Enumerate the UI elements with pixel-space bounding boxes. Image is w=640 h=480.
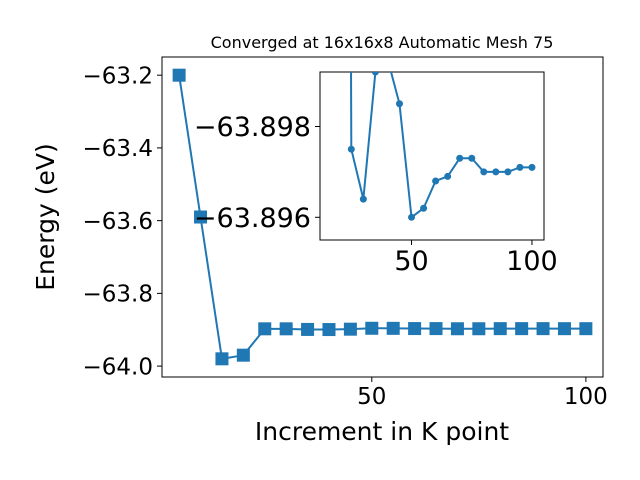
main-data-point bbox=[386, 321, 400, 335]
inset-plot-area bbox=[319, 71, 545, 241]
inset-y-tick-label: −63.898 bbox=[194, 112, 311, 143]
inset-data-point bbox=[528, 163, 536, 171]
main-data-point bbox=[279, 322, 293, 336]
main-data-point bbox=[215, 352, 229, 366]
main-y-tick-label: −64.0 bbox=[83, 354, 153, 380]
inset-data-point bbox=[384, 55, 391, 62]
main-data-point bbox=[450, 322, 464, 336]
main-x-tick-label: 50 bbox=[357, 384, 386, 410]
x-axis-label: Increment in K point bbox=[255, 417, 509, 446]
main-data-point bbox=[408, 322, 422, 336]
inset-data-point bbox=[420, 204, 428, 212]
inset-x-tick-label: 100 bbox=[506, 246, 558, 277]
main-data-point bbox=[194, 210, 208, 224]
main-y-tick-label: −63.6 bbox=[83, 209, 153, 235]
main-data-point bbox=[236, 348, 250, 362]
inset-y-tick-label: −63.896 bbox=[194, 203, 311, 234]
main-data-point bbox=[429, 322, 443, 336]
main-data-point bbox=[322, 323, 336, 337]
main-plot-area bbox=[161, 56, 604, 378]
main-data-point bbox=[579, 322, 593, 336]
inset-data-point bbox=[359, 195, 367, 203]
main-data-point bbox=[365, 321, 379, 335]
inset-series bbox=[347, 55, 536, 221]
y-axis-label: Energy (eV) bbox=[31, 143, 60, 290]
main-y-tick-label: −63.4 bbox=[83, 136, 153, 162]
inset-data-point bbox=[444, 172, 452, 180]
inset-data-point bbox=[347, 145, 355, 153]
chart-title: Converged at 16x16x8 Automatic Mesh 75 bbox=[211, 33, 554, 52]
main-data-point bbox=[515, 322, 529, 336]
main-x-tick-label: 100 bbox=[564, 384, 608, 410]
inset-data-point bbox=[432, 177, 440, 185]
main-y-tick-label: −63.8 bbox=[83, 282, 153, 308]
inset-data-point bbox=[468, 154, 476, 162]
main-data-point bbox=[258, 322, 272, 336]
main-data-point bbox=[172, 68, 186, 82]
inset-data-point bbox=[408, 213, 416, 221]
main-data-point bbox=[343, 322, 357, 336]
main-y-tick-label: −63.2 bbox=[83, 63, 153, 89]
main-series bbox=[172, 68, 593, 366]
main-axis-ticks: 50 100 −64.0 −63.8 −63.6 −63.4 −63.2 bbox=[83, 63, 608, 410]
inset-data-point bbox=[516, 163, 524, 171]
inset-data-point bbox=[395, 100, 403, 108]
inset-data-point bbox=[371, 72, 379, 76]
inset-data-point bbox=[480, 168, 488, 176]
inset-data-point bbox=[504, 168, 512, 176]
main-data-point bbox=[301, 322, 315, 336]
main-data-point bbox=[557, 322, 571, 336]
inset-axis-ticks: 50 100 −63.898 −63.896 bbox=[194, 112, 558, 277]
inset-data-point bbox=[456, 154, 464, 162]
inset-x-tick-label: 50 bbox=[394, 246, 428, 277]
main-data-point bbox=[472, 322, 486, 336]
main-data-point bbox=[493, 322, 507, 336]
inset-data-point bbox=[492, 168, 500, 176]
main-data-point bbox=[536, 322, 550, 336]
